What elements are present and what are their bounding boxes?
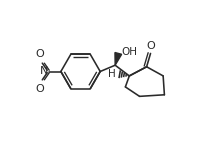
Text: N: N [40, 66, 48, 77]
Text: O: O [146, 41, 155, 51]
Text: H: H [108, 69, 116, 79]
Text: O: O [35, 49, 44, 59]
Text: O: O [35, 84, 44, 94]
Text: OH: OH [122, 47, 138, 57]
Polygon shape [115, 52, 122, 65]
